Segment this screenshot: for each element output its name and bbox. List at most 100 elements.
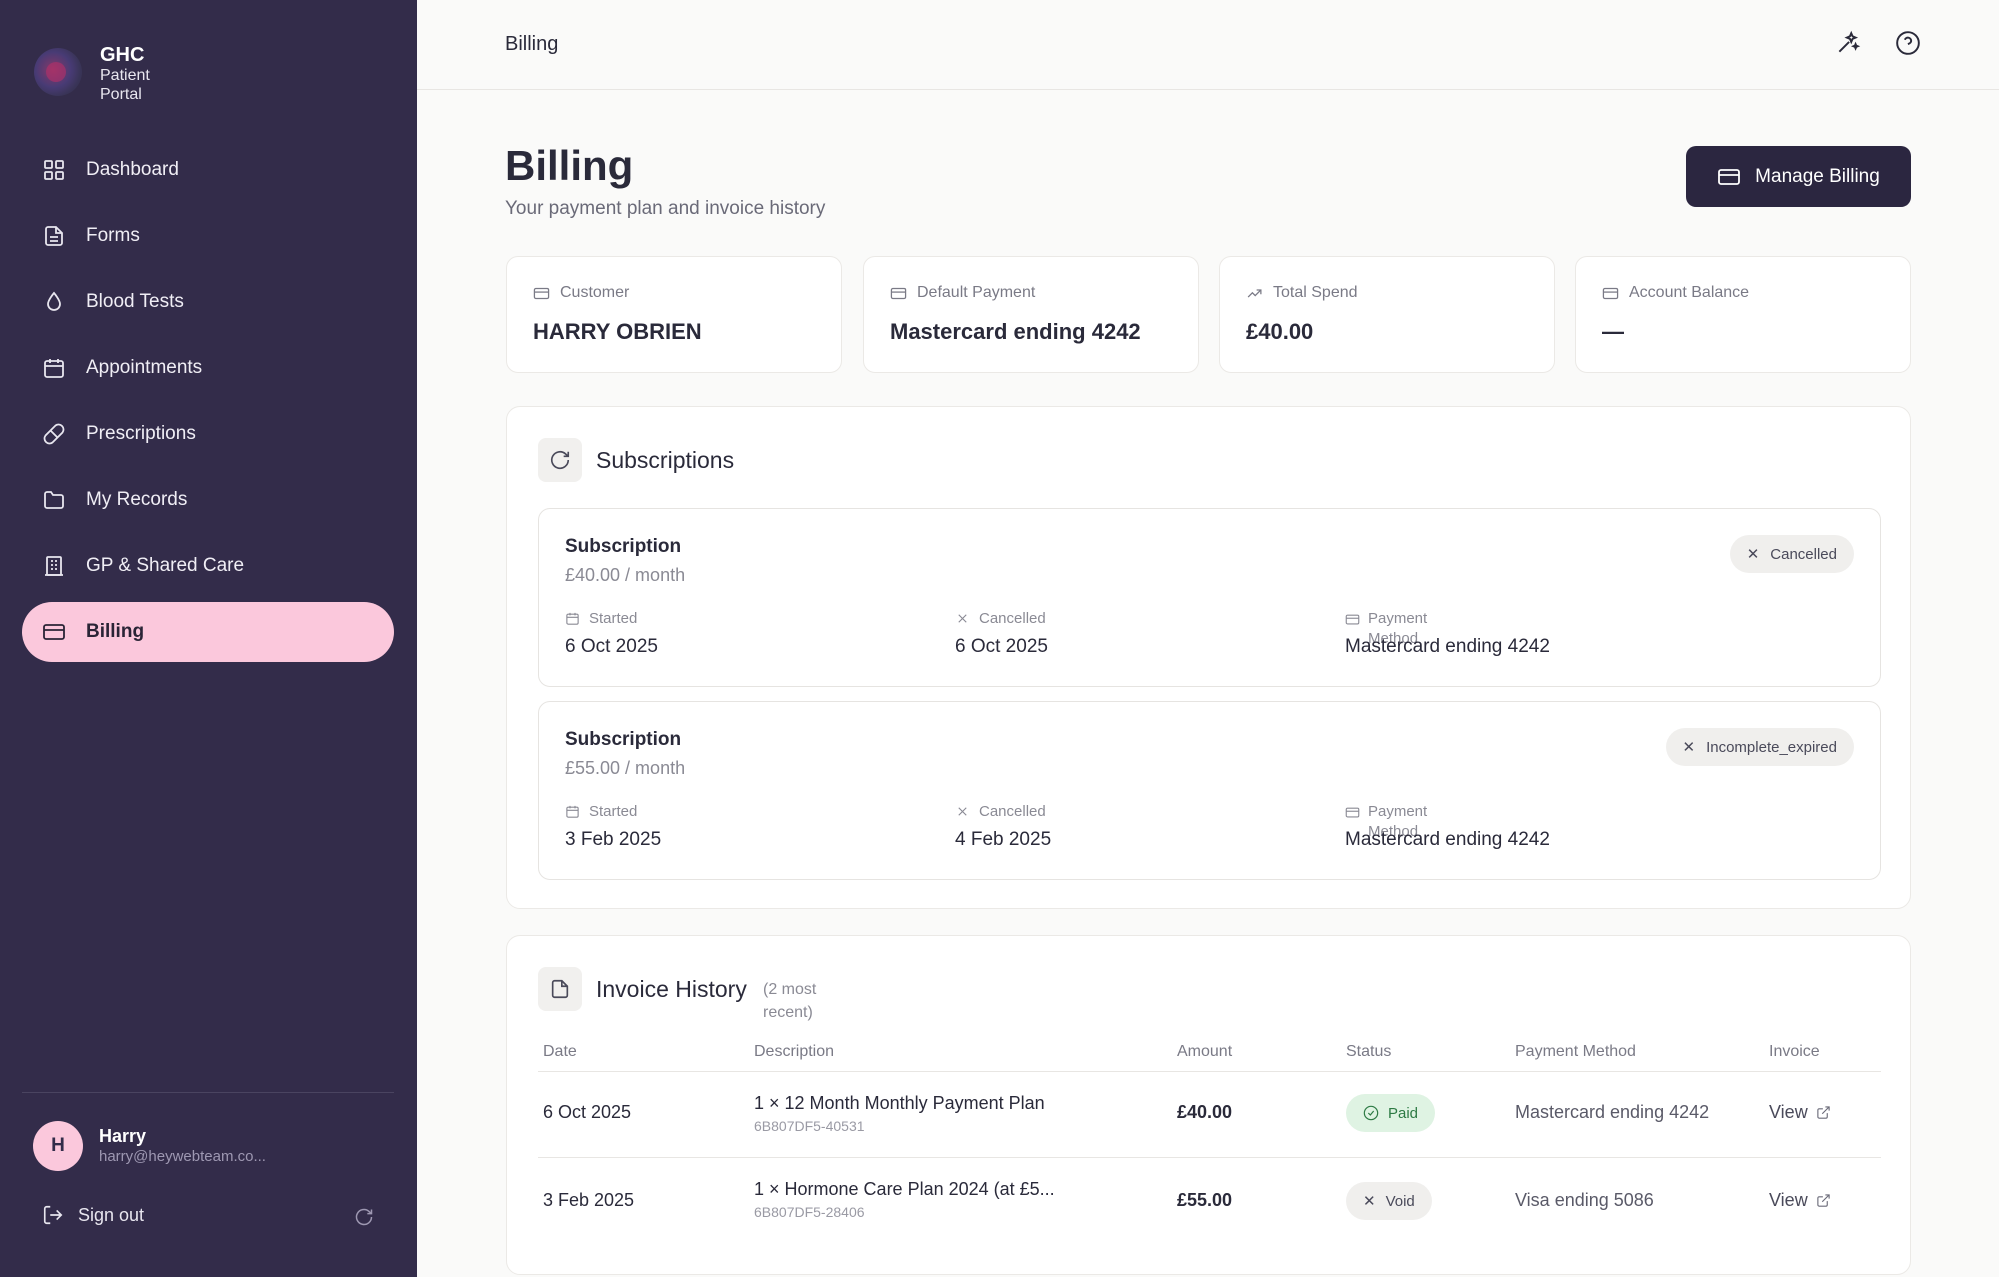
status-badge: ✕ Cancelled (1729, 535, 1854, 573)
invoice-date: 6 Oct 2025 (543, 1102, 632, 1122)
sidebar-item-label: Blood Tests (86, 291, 184, 312)
subscription-card: Subscription £40.00 / month ✕ Cancelled … (538, 508, 1881, 687)
status-badge-label: Paid (1388, 1104, 1419, 1122)
sidebar-item-label: GP & Shared Care (86, 555, 245, 576)
payment-method-field: Payment Method Mastercard ending 4242 (1345, 609, 1645, 669)
invoice-count: (2 most recent) (763, 978, 843, 1024)
invoice-payment-method: Mastercard ending 4242 (1515, 1102, 1710, 1122)
sidebar-item-my-records[interactable]: My Records (22, 470, 394, 530)
cancelled-label-text: Cancelled (979, 802, 1046, 820)
view-invoice-link[interactable]: View (1769, 1190, 1831, 1211)
sidebar-item-prescriptions[interactable]: Prescriptions (22, 404, 394, 464)
payment-label-line-1: Payment (1368, 610, 1428, 627)
view-invoice-link[interactable]: View (1769, 1102, 1831, 1123)
subscriptions-panel: Subscriptions Subscription £40.00 / mont… (506, 406, 1911, 909)
invoice-description: 1 × 12 Month Monthly Payment Plan 6B807D… (754, 1093, 1045, 1134)
stat-card-total-spend: Total Spend £40.00 (1219, 256, 1555, 373)
cancelled-label: Cancelled (955, 802, 1051, 820)
sidebar-item-forms[interactable]: Forms (22, 206, 394, 266)
user-profile[interactable]: H Harry harry@heywebteam.co... (33, 1121, 266, 1171)
payment-label-line-2: Method (1368, 823, 1419, 840)
close-icon (958, 613, 967, 623)
brand-logo (34, 48, 82, 96)
view-invoice-label: View (1769, 1190, 1808, 1210)
stat-label-text: Total Spend (1273, 284, 1358, 301)
cancelled-label: Cancelled (955, 609, 1048, 627)
sidebar-item-billing[interactable]: Billing (22, 602, 394, 662)
document-icon (45, 226, 63, 246)
sidebar-item-blood-tests[interactable]: Blood Tests (22, 272, 394, 332)
brand-line-3: Portal (100, 86, 142, 103)
brand-name: GHC (100, 44, 145, 66)
status-badge-label: Void (1385, 1192, 1415, 1210)
credit-card-icon (533, 287, 550, 299)
brand[interactable]: GHC Patient Portal (34, 44, 150, 104)
cancelled-label-text: Cancelled (979, 609, 1046, 627)
payment-label-line-1: Payment (1368, 803, 1428, 820)
subscription-title: Subscription (565, 536, 682, 557)
building-icon (45, 556, 63, 576)
invoice-id: 6B807DF5-28406 (754, 1204, 865, 1220)
sign-out-label: Sign out (78, 1204, 145, 1225)
credit-card-icon (1345, 614, 1360, 625)
sidebar: GHC Patient Portal Dashboard Forms Blood… (0, 0, 417, 1277)
close-icon: ✕ (1363, 1193, 1376, 1210)
log-out-icon (43, 1205, 63, 1225)
started-field: Started 3 Feb 2025 (565, 802, 661, 851)
manage-billing-label: Manage Billing (1755, 165, 1880, 187)
payment-method-label: Payment Method (1345, 609, 1505, 649)
user-email: harry@heywebteam.co... (99, 1148, 266, 1165)
manage-billing-button[interactable]: Manage Billing (1686, 146, 1911, 207)
sidebar-nav: Dashboard Forms Blood Tests Appointments… (22, 140, 394, 668)
sign-out-button[interactable]: Sign out (42, 1204, 144, 1226)
refresh-icon[interactable] (354, 1207, 374, 1227)
stat-value: HARRY OBRIEN (533, 319, 702, 344)
column-header-amount: Amount (1177, 1043, 1233, 1060)
sparkles-icon[interactable] (1835, 30, 1861, 56)
page-subtitle: Your payment plan and invoice history (505, 198, 826, 219)
close-icon (958, 806, 967, 816)
cancelled-value: 4 Feb 2025 (955, 829, 1052, 850)
status-badge: ✕ Incomplete_expired (1665, 728, 1854, 766)
panel-icon (538, 438, 582, 482)
stat-value: Mastercard ending 4242 (890, 319, 1141, 344)
sidebar-item-dashboard[interactable]: Dashboard (22, 140, 394, 200)
external-link-icon (1817, 1194, 1830, 1207)
credit-card-icon (890, 287, 907, 299)
grid-icon (44, 160, 64, 180)
close-icon: ✕ (1682, 739, 1696, 756)
stat-value: — (1602, 319, 1624, 344)
sidebar-item-appointments[interactable]: Appointments (22, 338, 394, 398)
started-field: Started 6 Oct 2025 (565, 609, 658, 658)
droplet-icon (47, 291, 61, 311)
sidebar-item-label: Forms (86, 225, 140, 246)
brand-line-2: Patient (100, 67, 150, 84)
sidebar-item-label: Dashboard (86, 159, 179, 180)
invoice-amount: £55.00 (1177, 1190, 1233, 1210)
invoice-description-text: 1 × 12 Month Monthly Payment Plan (754, 1093, 1045, 1113)
subscriptions-title: Subscriptions (596, 447, 735, 473)
invoice-count-line-2: recent) (763, 1004, 813, 1021)
view-invoice-label: View (1769, 1102, 1808, 1122)
started-label: Started (565, 609, 658, 627)
invoice-count-line-1: (2 most (763, 981, 817, 998)
started-label-text: Started (589, 802, 638, 820)
refresh-icon (550, 451, 570, 470)
stat-card-customer: Customer HARRY OBRIEN (506, 256, 842, 373)
calendar-icon (566, 612, 579, 625)
credit-card-icon (1718, 168, 1741, 185)
started-label: Started (565, 802, 661, 820)
invoice-history-title: Invoice History (596, 976, 747, 1002)
stat-label-text: Default Payment (917, 284, 1036, 301)
credit-card-icon (1345, 807, 1360, 818)
column-header-status: Status (1346, 1043, 1392, 1060)
payment-method-field: Payment Method Mastercard ending 4242 (1345, 802, 1645, 862)
external-link-icon (1817, 1106, 1830, 1119)
sidebar-divider (22, 1092, 394, 1093)
help-icon[interactable] (1895, 30, 1921, 56)
stat-label-text: Account Balance (1629, 284, 1750, 301)
sidebar-item-gp-shared-care[interactable]: GP & Shared Care (22, 536, 394, 596)
calendar-icon (566, 805, 579, 818)
subscription-title: Subscription (565, 729, 682, 750)
payment-label-line-2: Method (1368, 630, 1419, 647)
